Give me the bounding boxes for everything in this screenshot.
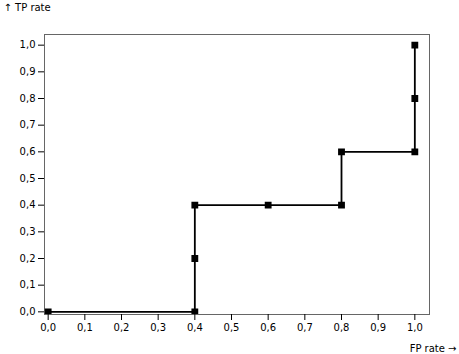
svg-text:0,7: 0,7: [297, 322, 313, 333]
svg-text:1,0: 1,0: [20, 39, 36, 50]
svg-text:0,7: 0,7: [20, 119, 36, 130]
svg-text:0,8: 0,8: [334, 322, 350, 333]
svg-text:1,0: 1,0: [407, 322, 423, 333]
svg-text:0,1: 0,1: [77, 322, 93, 333]
svg-text:0,3: 0,3: [150, 322, 166, 333]
svg-text:0,0: 0,0: [40, 322, 56, 333]
svg-text:↑ TP rate: ↑ TP rate: [4, 2, 51, 13]
svg-text:0,6: 0,6: [20, 146, 36, 157]
svg-text:0,0: 0,0: [20, 306, 36, 317]
svg-text:0,4: 0,4: [20, 199, 36, 210]
svg-text:0,1: 0,1: [20, 279, 36, 290]
svg-text:0,2: 0,2: [20, 253, 36, 264]
svg-text:0,8: 0,8: [20, 93, 36, 104]
svg-text:0,6: 0,6: [260, 322, 276, 333]
svg-text:FP rate →: FP rate →: [410, 343, 457, 354]
svg-text:0,4: 0,4: [187, 322, 203, 333]
svg-text:0,2: 0,2: [114, 322, 130, 333]
svg-text:0,3: 0,3: [20, 226, 36, 237]
svg-text:0,9: 0,9: [370, 322, 386, 333]
svg-text:0,5: 0,5: [224, 322, 240, 333]
svg-text:0,5: 0,5: [20, 173, 36, 184]
svg-text:0,9: 0,9: [20, 66, 36, 77]
